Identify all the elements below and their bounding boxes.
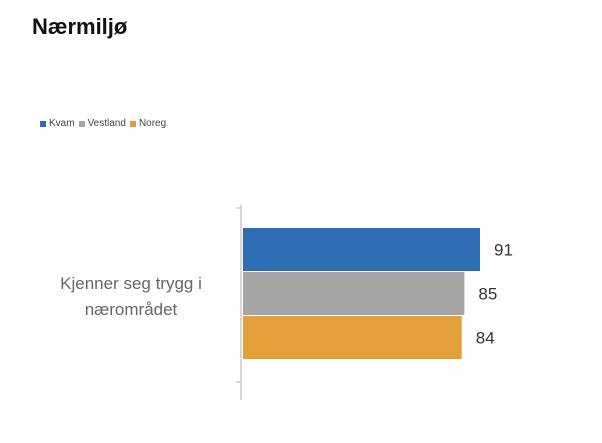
bar-vestland: [243, 272, 465, 315]
value-label-kvam: 91: [494, 241, 513, 260]
chart-legend: Kvam Vestland Noreg: [40, 118, 170, 129]
legend-item-kvam: Kvam: [40, 118, 75, 129]
legend-swatch-noreg: [129, 120, 136, 127]
bar-noreg: [243, 316, 462, 359]
page-heading: Nærmiljø: [32, 14, 128, 39]
legend-label-vestland: Vestland: [87, 118, 126, 129]
bar-kvam: [243, 228, 480, 271]
legend-label-noreg: Noreg: [138, 118, 167, 129]
value-label-noreg: 84: [476, 329, 495, 348]
legend-item-noreg: Noreg: [129, 118, 167, 129]
value-label-group: 91 85 84: [476, 241, 513, 348]
legend-label-kvam: Kvam: [49, 118, 75, 129]
bar-group: [243, 228, 480, 359]
category-label-line-2: nærområdet: [85, 300, 178, 319]
legend-item-vestland: Vestland: [78, 118, 126, 129]
legend-swatch-kvam: [40, 120, 46, 127]
value-label-vestland: 85: [478, 285, 497, 304]
category-label-line-1: Kjenner seg trygg i: [60, 274, 202, 293]
axis-group: [236, 205, 242, 400]
legend-swatch-vestland: [78, 120, 85, 127]
